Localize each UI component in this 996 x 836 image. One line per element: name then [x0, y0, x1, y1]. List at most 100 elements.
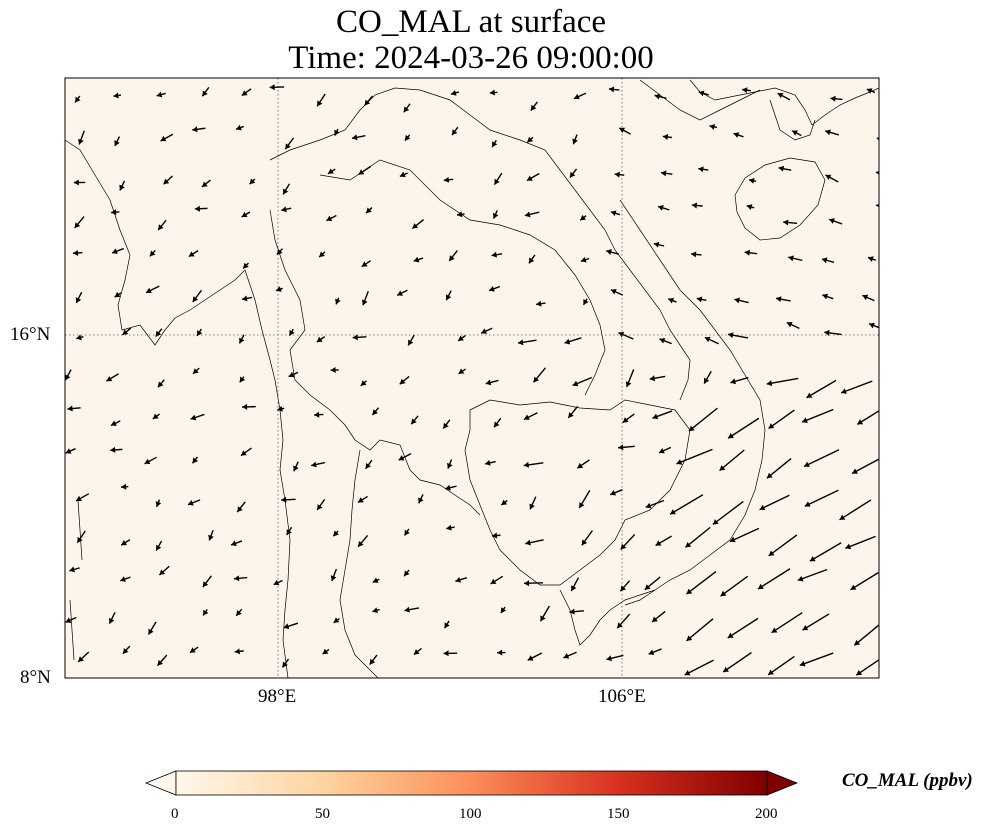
gulf-of-tonkin-coast: [769, 99, 816, 141]
wind-arrow: [766, 377, 799, 387]
wind-arrow: [67, 405, 81, 412]
wind-arrow: [744, 249, 758, 256]
wind-arrow: [572, 134, 578, 145]
wind-arrow: [281, 658, 290, 668]
wind-arrow: [322, 648, 330, 655]
wind-arrow: [788, 255, 803, 262]
wind-arrow: [361, 291, 369, 306]
wind-arrow: [76, 530, 86, 544]
thailand-gulf-coastline: [339, 449, 379, 678]
wind-arrow: [108, 611, 116, 625]
wind-arrow: [111, 247, 124, 255]
wind-arrow: [457, 334, 466, 342]
wind-arrow: [155, 540, 163, 551]
wind-arrow: [669, 494, 704, 515]
wind-arrow: [364, 95, 374, 106]
wind-arrow: [160, 133, 174, 142]
wind-arrow: [69, 566, 80, 573]
wind-arrow: [532, 367, 547, 383]
wind-arrow: [281, 206, 292, 213]
wind-arrow: [855, 658, 879, 676]
wind-arrow: [360, 380, 367, 387]
wind-arrow: [719, 449, 745, 472]
wind-arrow: [684, 659, 714, 676]
wind-arrow: [75, 291, 83, 304]
colorbar-tick-0: 0: [171, 806, 179, 822]
wind-arrow: [241, 88, 252, 97]
wind-arrow: [491, 251, 503, 258]
wind-arrow: [240, 447, 252, 457]
wind-arrow: [799, 652, 834, 667]
wind-arrow: [667, 297, 677, 304]
wind-arrow: [122, 327, 132, 336]
wind-arrow: [653, 241, 665, 248]
wind-arrow: [235, 608, 243, 617]
wind-arrow: [239, 376, 246, 383]
map-plot-area: [65, 78, 879, 678]
wind-arrow: [797, 568, 828, 582]
lat-tick-8n: 8°N: [20, 667, 51, 688]
wind-arrow: [156, 91, 166, 98]
wind-arrow: [288, 328, 295, 337]
wind-arrow: [576, 459, 590, 469]
wind-arrow: [65, 369, 72, 381]
wind-arrow: [868, 322, 879, 329]
wind-arrow: [618, 331, 634, 340]
wind-arrow: [114, 291, 122, 298]
wind-arrow: [730, 376, 749, 385]
wind-arrow: [273, 579, 283, 586]
wind-arrow: [333, 617, 340, 624]
wind-arrow: [525, 539, 544, 546]
wind-arrow: [875, 203, 879, 208]
wind-arrow: [856, 409, 879, 425]
wind-arrow: [659, 337, 672, 345]
wind-arrow: [660, 170, 673, 177]
colorbar-extend-min: [144, 770, 177, 796]
wind-arrow: [443, 620, 450, 629]
wind-arrow: [311, 461, 325, 468]
wind-arrow: [727, 332, 749, 339]
wind-arrow: [828, 218, 843, 225]
wind-arrow: [484, 459, 496, 466]
wind-arrow: [334, 128, 340, 136]
wind-arrow: [618, 127, 631, 135]
wind-arrow: [614, 171, 625, 178]
wind-arrow: [372, 577, 380, 583]
wind-arrow: [144, 456, 157, 465]
wind-arrow: [746, 204, 755, 210]
wind-arrow: [145, 285, 160, 294]
wind-arrow: [866, 88, 876, 94]
wind-arrow: [202, 575, 212, 588]
cambodia-border: [464, 399, 691, 586]
wind-arrow: [497, 649, 506, 656]
wind-arrow: [110, 420, 121, 427]
wind-arrow: [524, 580, 543, 587]
colorbar-tick-100: 100: [459, 806, 482, 822]
wind-arrow: [698, 90, 710, 97]
wind-arrow: [523, 461, 544, 468]
wind-arrow: [152, 413, 160, 420]
wind-arrow: [492, 210, 499, 219]
wind-arrow: [685, 571, 717, 595]
wind-arrow: [839, 499, 872, 521]
wind-arrow: [455, 576, 467, 583]
wind-arrow: [396, 289, 408, 296]
wind-arrow: [157, 219, 167, 231]
wind-arrow: [234, 648, 244, 655]
wind-arrow: [192, 126, 206, 133]
wind-arrow: [192, 367, 200, 375]
wind-arrow: [332, 530, 339, 537]
wind-arrow: [791, 130, 802, 137]
wind-arrow: [767, 655, 795, 676]
wind-arrow: [804, 489, 839, 507]
wind-arrow: [648, 648, 662, 656]
wind-arrow: [121, 483, 129, 490]
wind-arrow: [609, 489, 623, 496]
hainan-coastline: [734, 157, 826, 241]
wind-arrow: [326, 214, 337, 222]
wind-arrow: [720, 575, 749, 597]
wind-arrow: [194, 205, 208, 212]
wind-arrow: [676, 448, 713, 465]
wind-arrow: [500, 499, 508, 506]
wind-arrow: [500, 606, 507, 614]
